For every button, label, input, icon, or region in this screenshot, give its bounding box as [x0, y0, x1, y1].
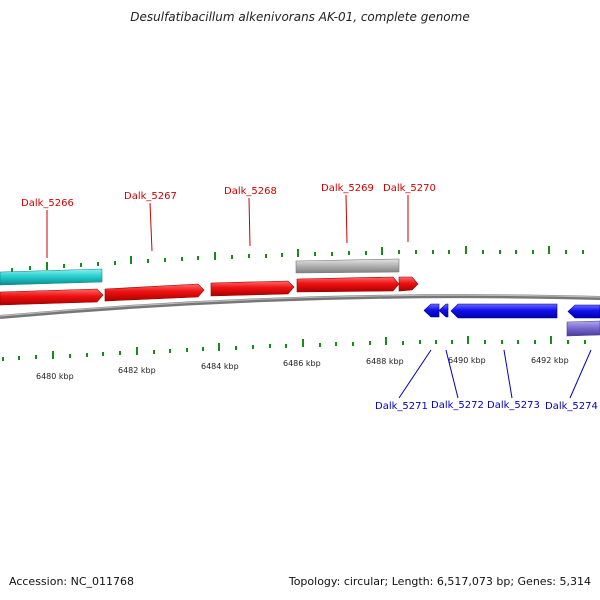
gene-label-forward: Dalk_5267 — [124, 191, 177, 202]
map-title: Desulfatibacillum alkenivorans AK-01, co… — [130, 10, 470, 24]
cds-reverse — [567, 304, 600, 319]
cds-reverse — [438, 303, 449, 318]
gene-label-reverse: Dalk_5271 — [375, 401, 428, 412]
cds-reverse — [450, 303, 558, 319]
cyan-feature — [0, 268, 103, 286]
cds-forward — [398, 276, 419, 292]
cds-forward — [296, 276, 400, 293]
gene-label-reverse: Dalk_5272 — [431, 400, 484, 411]
accession-label: Accession: NC_011768 — [9, 575, 135, 588]
genome-backbone — [0, 294, 600, 319]
cds-forward — [104, 283, 205, 302]
gene-label-forward: Dalk_5266 — [21, 198, 74, 209]
gene-label-forward: Dalk_5268 — [224, 186, 277, 197]
kbp-label: 6492 kbp — [531, 356, 569, 365]
reverse-label-leaders — [398, 349, 592, 399]
gene-label-forward: Dalk_5270 — [383, 183, 436, 194]
inner-tick-row — [2, 336, 586, 361]
gray-feature — [295, 258, 400, 274]
outer-tick-row — [11, 246, 584, 272]
cds-reverse — [423, 303, 440, 318]
kbp-label: 6480 kbp — [36, 372, 74, 381]
forward-label-leaders — [46, 194, 409, 258]
gene-label-forward: Dalk_5269 — [321, 183, 374, 194]
kbp-label: 6486 kbp — [283, 359, 321, 368]
genome-backbone-highlight — [0, 294, 600, 317]
genome-summary: Topology: circular; Length: 6,517,073 bp… — [288, 575, 591, 588]
purple-feature — [566, 320, 600, 337]
kbp-label: 6488 kbp — [366, 357, 404, 366]
kbp-label: 6484 kbp — [201, 362, 239, 371]
cds-forward — [210, 280, 295, 297]
gene-label-reverse: Dalk_5273 — [487, 400, 540, 411]
cds-forward — [0, 288, 104, 306]
kbp-label: 6490 kbp — [448, 356, 486, 365]
kbp-label: 6482 kbp — [118, 366, 156, 375]
gene-label-reverse: Dalk_5274 — [545, 401, 598, 412]
